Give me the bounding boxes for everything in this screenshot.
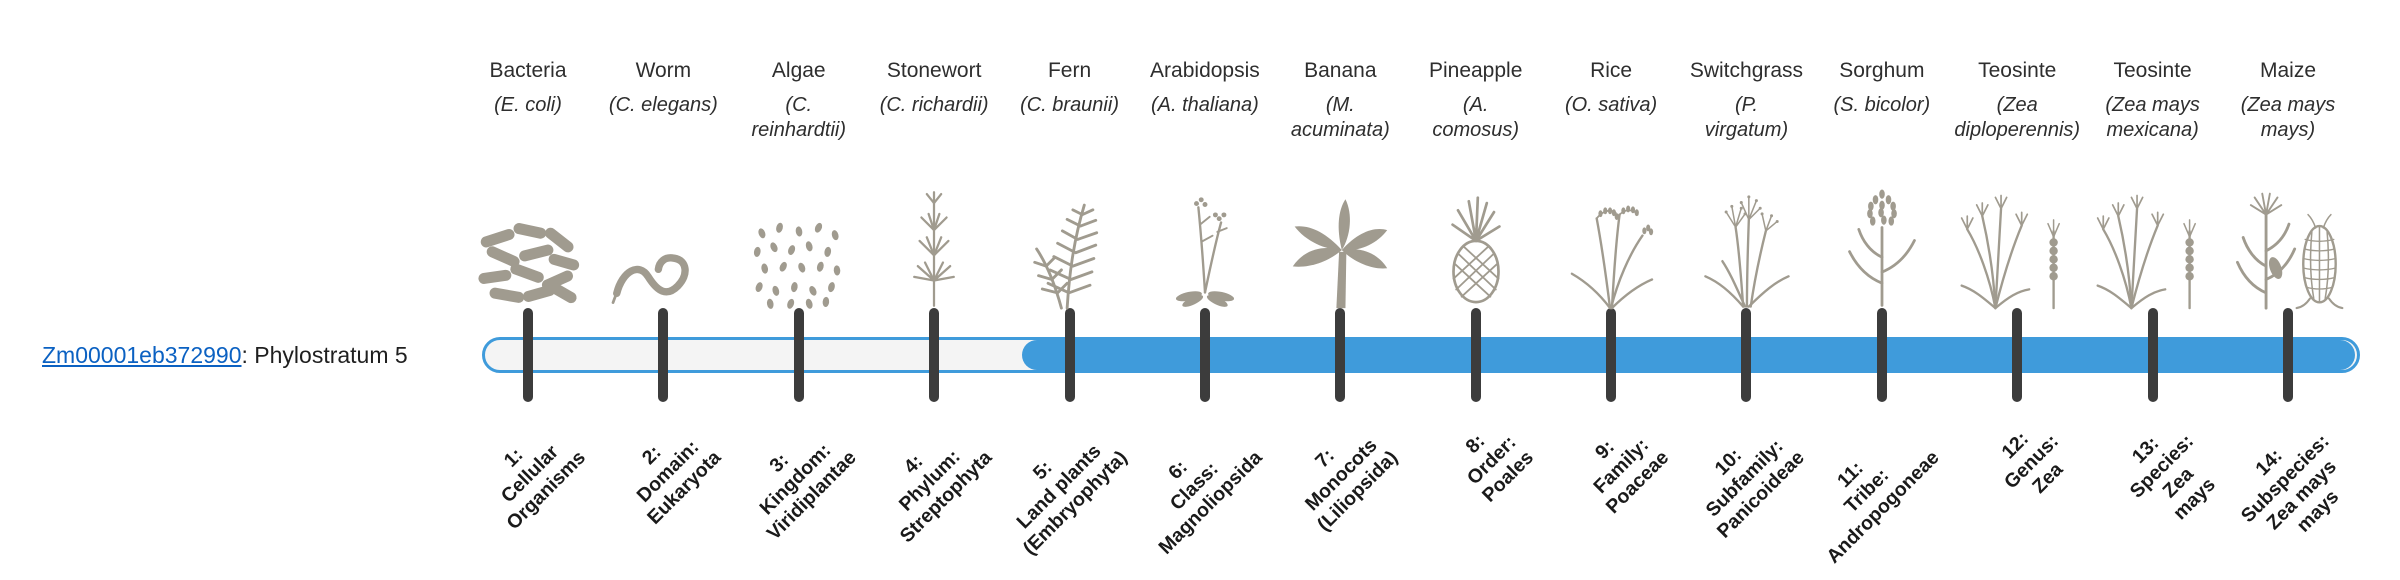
fern-illustration [1016, 186, 1124, 310]
organism-common-name: Switchgrass [1689, 59, 1804, 82]
organism-header: Rice (O. sativa) [1501, 58, 1721, 118]
gene-label: Zm00001eb372990: Phylostratum 5 [42, 341, 408, 369]
organism-header: Arabidopsis (A. thaliana) [1095, 58, 1315, 118]
organism-scientific-name: (A. thaliana) [1151, 94, 1259, 116]
organism-header: Maize (Zea mays mays) [2178, 58, 2398, 143]
gene-id-link[interactable]: Zm00001eb372990 [42, 342, 242, 368]
banana-illustration [1282, 192, 1398, 310]
organism-scientific-name: (C. reinhardtii) [751, 94, 846, 141]
organism-scientific-name: (P. virgatum) [1704, 94, 1789, 141]
organism-scientific-name: (C. richardii) [879, 94, 989, 116]
teosinte-illustration [1954, 188, 2080, 310]
organism-scientific-name: (A. comosus) [1432, 94, 1520, 141]
organism-common-name: Maize [2259, 59, 2317, 82]
organism-common-name: Fern [1047, 59, 1092, 82]
organism-header: Fern (C. braunii) [960, 58, 1180, 118]
phylostratum-label-8: 8: Order: Poales [1461, 430, 1538, 507]
organism-common-name: Teosinte [1978, 59, 2057, 82]
organism-scientific-name: (O. sativa) [1564, 94, 1658, 116]
phylostratum-tick-1 [523, 308, 533, 402]
arabidopsis-illustration [1153, 186, 1257, 310]
phylostratum-tick-14 [2283, 308, 2293, 402]
organism-header: Banana (M. acuminata) [1230, 58, 1450, 143]
organism-common-name: Rice [1590, 59, 1633, 82]
phylostratum-label-11: 11: Tribe: Andropogoneae [1822, 446, 1944, 568]
organism-header: Pineapple (A. comosus) [1366, 58, 1586, 143]
phylostratum-tick-4 [929, 308, 940, 402]
organism-scientific-name: (S. bicolor) [1833, 94, 1931, 116]
sorghum-illustration [1831, 184, 1933, 310]
phylostrata-bar-fill [1022, 340, 2355, 370]
phylostratum-label-6: 6: Class: Magnoliopsida [1154, 446, 1268, 559]
organism-header: Switchgrass (P. virgatum) [1636, 58, 1856, 143]
organism-common-name: Worm [635, 59, 692, 82]
organism-header: Teosinte (Zea mays mexicana) [2043, 58, 2263, 143]
phylostratum-label-10: 10: Subfamily: Panicoideae [1701, 435, 1809, 543]
phylostratum-label-14: 14: Subspecies: Zea mays mays [2237, 430, 2344, 537]
rice-illustration [1558, 186, 1664, 310]
organism-scientific-name: (Zea mays mays) [2240, 94, 2336, 141]
phylostratum-label-7: 7: Monocots (Liliopsida) [1301, 434, 1403, 536]
phylostratum-label-4: 4: Phylum: Streptophyta [894, 445, 997, 548]
phylostratum-tick-5 [1064, 308, 1075, 402]
algae-illustration [748, 216, 850, 310]
organism-header: Worm (C. elegans) [553, 58, 773, 118]
phylostratum-label-3: 3: Kingdom: Viridiplantae [755, 439, 861, 545]
organism-common-name: Stonewort [886, 59, 982, 82]
stonewort-illustration [889, 188, 979, 310]
phylostrata-bar [482, 337, 2360, 373]
organism-common-name: Teosinte [2113, 59, 2192, 82]
organism-scientific-name: (M. acuminata) [1290, 94, 1390, 141]
organism-scientific-name: (C. elegans) [608, 94, 718, 116]
switchgrass-illustration [1694, 184, 1798, 310]
phylostratum-label-5: 5: Land plants (Embryophyta) [1012, 440, 1132, 560]
phylostratum-tick-7 [1335, 308, 1346, 402]
phylostratum-tick-3 [793, 308, 804, 402]
phylostratum-tick-8 [1470, 308, 1481, 402]
organism-common-name: Algae [771, 59, 826, 82]
gene-phylostratum-text: : Phylostratum 5 [241, 342, 408, 368]
organism-header: Bacteria (E. coli) [418, 58, 638, 118]
organism-header: Algae (C. reinhardtii) [689, 58, 909, 143]
organism-common-name: Pineapple [1428, 59, 1523, 82]
organism-scientific-name: (Zea diploperennis) [1954, 94, 2081, 141]
organism-common-name: Bacteria [489, 59, 567, 82]
organism-common-name: Arabidopsis [1150, 59, 1260, 82]
organism-scientific-name: (E. coli) [494, 94, 562, 116]
organism-header: Stonewort (C. richardii) [824, 58, 1044, 118]
phylostratum-label-13: 13: Species: Zea mays [2126, 430, 2221, 525]
pineapple-illustration [1431, 188, 1521, 310]
phylostratum-tick-2 [658, 308, 669, 402]
organism-common-name: Sorghum [1839, 59, 1925, 82]
organism-scientific-name: (Zea mays mexicana) [2105, 94, 2200, 141]
teosinte-illustration [2090, 188, 2216, 310]
phylostratum-tick-12 [2012, 308, 2023, 402]
bacteria-illustration [469, 218, 587, 310]
phylostratum-tick-13 [2147, 308, 2158, 402]
phylostratum-label-1: 1: Cellular Organisms [496, 440, 591, 535]
maize-illustration [2224, 186, 2352, 310]
phylostratum-tick-11 [1876, 308, 1887, 402]
phylostratum-tick-10 [1741, 308, 1752, 402]
phylostratum-tick-9 [1606, 308, 1617, 402]
phylostratum-tick-6 [1199, 308, 1210, 402]
organism-header: Sorghum (S. bicolor) [1772, 58, 1992, 118]
phylostratum-label-12: 12: Genus: Zea [1997, 427, 2068, 498]
organism-common-name: Banana [1304, 59, 1377, 82]
worm-illustration [605, 236, 721, 310]
organism-header: Teosinte (Zea diploperennis) [1907, 58, 2127, 143]
phylostratum-label-2: 2: Domain: Eukaryota [632, 436, 726, 529]
phylostratum-label-9: 9: Family: Poaceae [1589, 434, 1674, 519]
organism-scientific-name: (C. braunii) [1020, 94, 1119, 116]
